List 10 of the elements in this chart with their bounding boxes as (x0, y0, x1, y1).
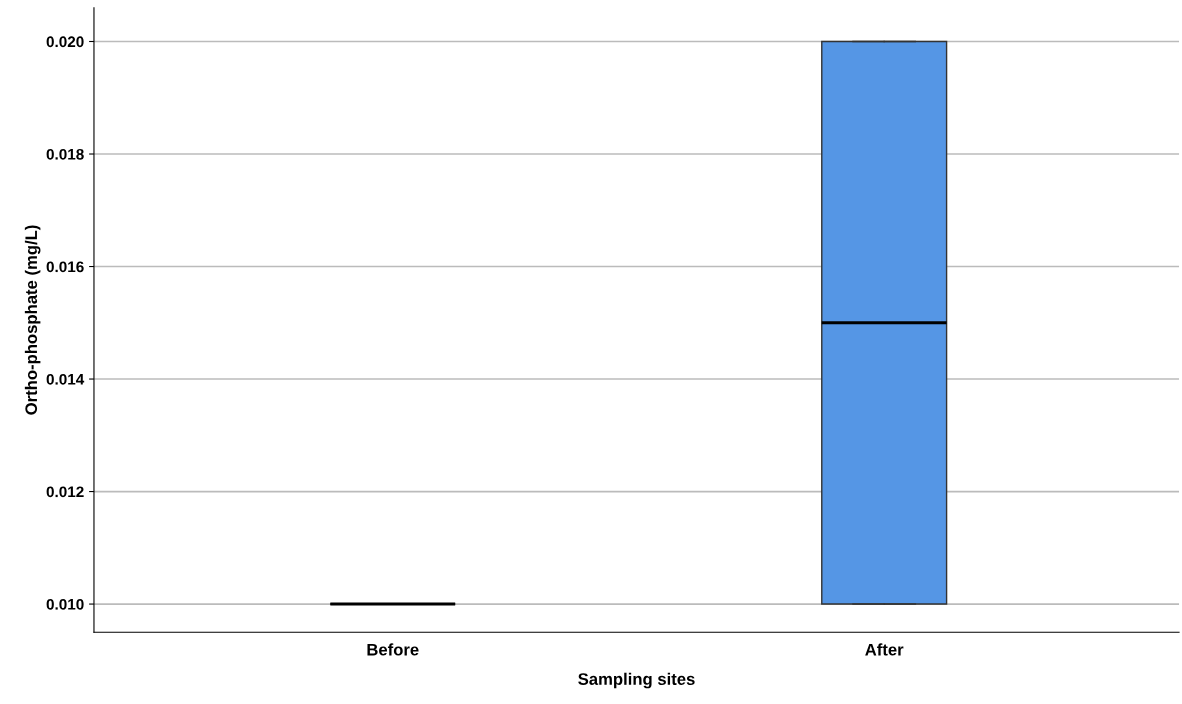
y-tick-label: 0.014 (46, 373, 85, 385)
y-tick-label: 0.010 (46, 598, 84, 610)
y-tick-label: 0.016 (46, 261, 84, 273)
y-tick-label: 0.020 (46, 36, 84, 48)
x-axis-title: Sampling sites (578, 672, 695, 689)
y-axis-title: Ortho-phosphate (mg/L) (24, 225, 41, 415)
x-tick-label: Before (367, 643, 419, 656)
y-tick-label: 0.018 (46, 148, 84, 160)
y-tick-label: 0.012 (46, 486, 84, 498)
x-tick-label: After (865, 643, 904, 656)
